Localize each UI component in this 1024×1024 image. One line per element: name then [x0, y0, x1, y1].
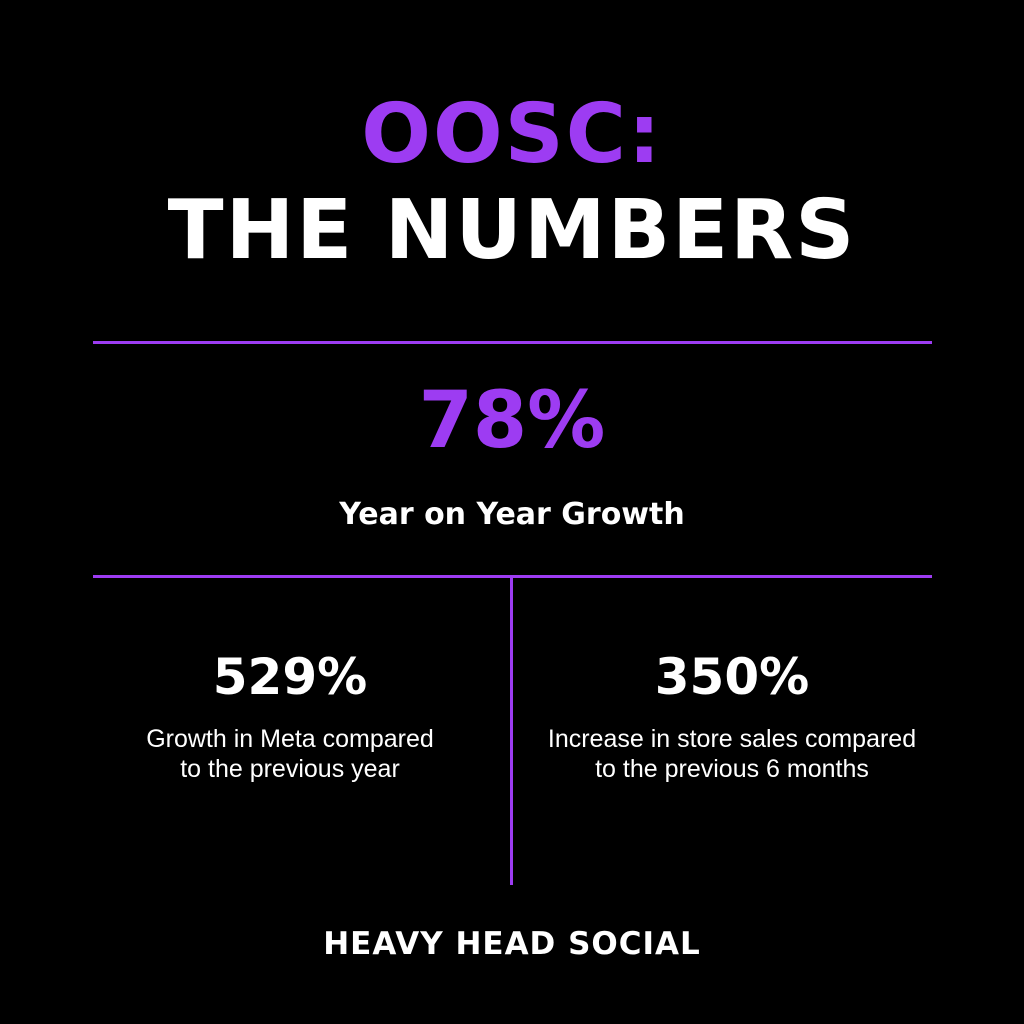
stat-caption-line: to the previous year: [180, 755, 400, 783]
title-line-1: OOSC:: [361, 87, 663, 182]
main-stat-value: 78%: [418, 376, 606, 466]
stat-caption-line: Growth in Meta compared: [146, 725, 434, 753]
title-line-2: THE NUMBERS: [167, 183, 857, 278]
stat-block: 529% Growth in Meta compared to the prev…: [80, 652, 500, 784]
stat-block: 350% Increase in store sales compared to…: [512, 652, 952, 784]
stat-value: 350%: [654, 648, 810, 706]
divider: [93, 341, 932, 344]
stat-value: 529%: [212, 648, 368, 706]
stat-caption-line: to the previous 6 months: [595, 755, 869, 783]
stat-caption-line: Increase in store sales compared: [547, 725, 917, 753]
main-stat-label: Year on Year Growth: [339, 497, 685, 532]
column-divider: [510, 576, 513, 885]
brand-logo: HEAVY HEAD SOCIAL: [323, 926, 701, 962]
